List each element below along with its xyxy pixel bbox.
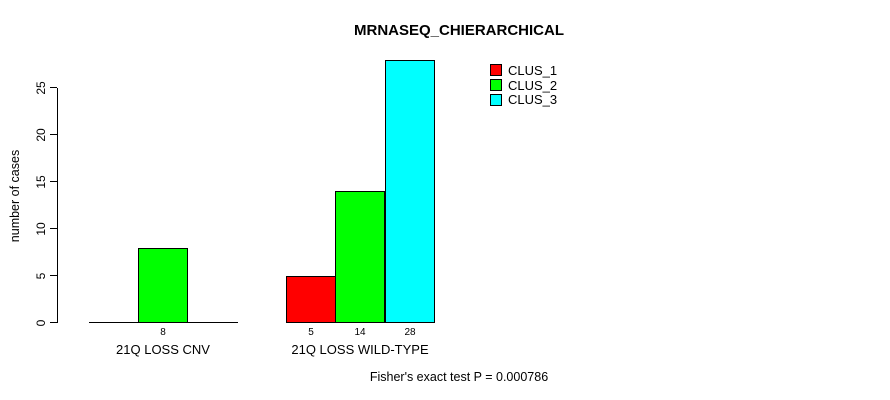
bar-value-label: 14 <box>354 327 366 338</box>
y-tick-mark <box>50 322 57 323</box>
legend-label: CLUS_2 <box>508 77 558 93</box>
y-axis-line <box>57 88 58 323</box>
bar-value-label: 5 <box>308 327 314 338</box>
bar-value-label: 8 <box>160 327 166 338</box>
bar-clus_1 <box>286 276 336 323</box>
legend-color-swatch <box>490 64 502 77</box>
y-tick-label: 25 <box>34 81 48 95</box>
bar-clus_2 <box>335 191 385 323</box>
chart-title: MRNASEQ_CHIERARCHICAL <box>353 22 565 39</box>
legend-label: CLUS_3 <box>508 92 558 108</box>
zero-height-bar-clus_1 <box>89 322 139 323</box>
y-tick-mark <box>50 228 57 229</box>
zero-height-bar-clus_3 <box>188 322 238 323</box>
category-label: 21Q LOSS WILD-TYPE <box>291 342 429 357</box>
bar-clus_2 <box>138 248 188 323</box>
y-tick-mark <box>50 134 57 135</box>
legend-item: CLUS_2 <box>490 78 557 93</box>
y-tick-mark <box>50 87 57 88</box>
bar-value-label: 28 <box>404 327 416 338</box>
legend-color-swatch <box>490 93 502 106</box>
y-tick-label: 10 <box>34 222 48 236</box>
y-tick-label: 20 <box>34 128 48 142</box>
legend-item: CLUS_1 <box>490 63 557 78</box>
legend-label: CLUS_1 <box>508 62 558 78</box>
category-label: 21Q LOSS CNV <box>116 342 210 357</box>
y-tick-label: 15 <box>34 175 48 189</box>
annotation-text: Fisher's exact test P = 0.000786 <box>369 370 549 384</box>
y-tick-mark <box>50 275 57 276</box>
legend: CLUS_1 CLUS_2 CLUS_3 <box>490 63 557 107</box>
y-tick-label: 5 <box>34 272 48 280</box>
bar-clus_3 <box>385 60 435 323</box>
legend-item: CLUS_3 <box>490 92 557 107</box>
y-tick-label: 0 <box>34 319 48 327</box>
y-tick-mark <box>50 181 57 182</box>
legend-color-swatch <box>490 79 502 92</box>
